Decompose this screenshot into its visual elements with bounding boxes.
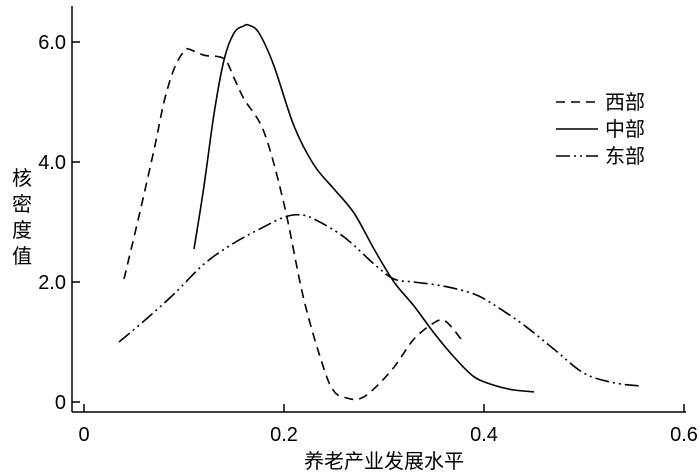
x-axis-title: 养老产业发展水平 bbox=[304, 449, 464, 473]
legend-label-central: 中部 bbox=[605, 117, 645, 141]
y-axis-title-char: 核 bbox=[12, 166, 32, 190]
legend-label-west: 西部 bbox=[605, 90, 645, 114]
y-axis-title-char: 密 bbox=[12, 192, 32, 216]
axes bbox=[71, 6, 686, 413]
series-line-east bbox=[118, 213, 640, 387]
legend-label-east: 东部 bbox=[605, 144, 645, 168]
y-tick-label: 0 bbox=[55, 392, 66, 414]
y-tick-label: 6.0 bbox=[38, 32, 66, 54]
x-tick-label: 0.2 bbox=[270, 424, 298, 446]
y-tick-label: 2.0 bbox=[38, 272, 66, 294]
series-line-west bbox=[123, 47, 465, 401]
series-line-central bbox=[193, 23, 535, 393]
y-axis-title: 核密度值 bbox=[12, 166, 32, 268]
ticks: 0 0.2 0.4 0.6 0 2.0 4.0 6.0 bbox=[38, 32, 698, 446]
series-layer bbox=[118, 23, 640, 401]
x-tick-label: 0.6 bbox=[670, 424, 698, 446]
y-axis-title-char: 值 bbox=[12, 244, 32, 268]
y-axis-title-char: 度 bbox=[12, 218, 32, 242]
x-tick-label: 0.4 bbox=[470, 424, 498, 446]
y-tick-label: 4.0 bbox=[38, 152, 66, 174]
x-tick-label: 0 bbox=[78, 424, 89, 446]
